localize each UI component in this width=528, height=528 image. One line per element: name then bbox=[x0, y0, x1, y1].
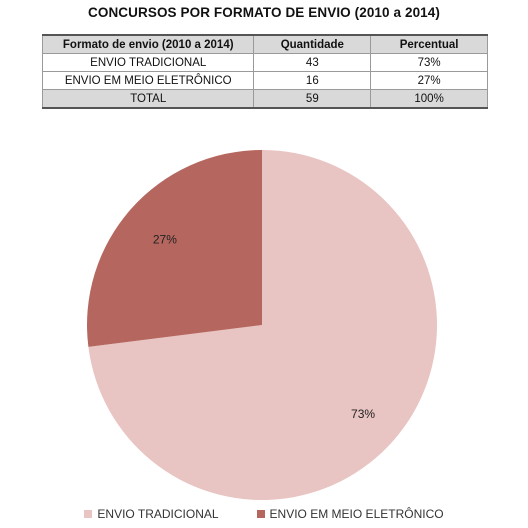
legend: ENVIO TRADICIONAL ENVIO EM MEIO ELETRÔNI… bbox=[0, 507, 528, 521]
summary-table: Formato de envio (2010 a 2014) Quantidad… bbox=[41, 34, 488, 109]
pie-chart: 73% 27% bbox=[87, 150, 437, 500]
table-row: ENVIO EM MEIO ELETRÔNICO 16 27% bbox=[41, 71, 488, 90]
cell-quantidade: 16 bbox=[253, 71, 372, 90]
total-quantidade: 59 bbox=[253, 89, 372, 109]
legend-item-tradicional: ENVIO TRADICIONAL bbox=[84, 507, 219, 521]
header-percentual: Percentual bbox=[370, 34, 488, 54]
legend-label: ENVIO TRADICIONAL bbox=[97, 507, 219, 521]
cell-percentual: 27% bbox=[370, 71, 488, 90]
header-formato: Formato de envio (2010 a 2014) bbox=[41, 34, 255, 54]
header-quantidade: Quantidade bbox=[253, 34, 372, 54]
total-label: TOTAL bbox=[41, 89, 255, 109]
cell-formato: ENVIO EM MEIO ELETRÔNICO bbox=[41, 71, 255, 90]
pie-slice-tradicional bbox=[88, 150, 437, 500]
legend-label: ENVIO EM MEIO ELETRÔNICO bbox=[269, 507, 444, 521]
table-header-row: Formato de envio (2010 a 2014) Quantidad… bbox=[41, 34, 488, 54]
legend-item-eletronico: ENVIO EM MEIO ELETRÔNICO bbox=[256, 507, 444, 521]
total-percentual: 100% bbox=[370, 89, 488, 109]
chart-title: CONCURSOS POR FORMATO DE ENVIO (2010 a 2… bbox=[88, 5, 440, 20]
legend-swatch bbox=[256, 510, 265, 518]
legend-swatch bbox=[84, 510, 93, 518]
pie-slice-eletronico bbox=[87, 150, 262, 347]
table-total-row: TOTAL 59 100% bbox=[41, 89, 488, 109]
slice-value-label: 73% bbox=[351, 407, 375, 421]
slice-value-label: 27% bbox=[153, 232, 177, 246]
